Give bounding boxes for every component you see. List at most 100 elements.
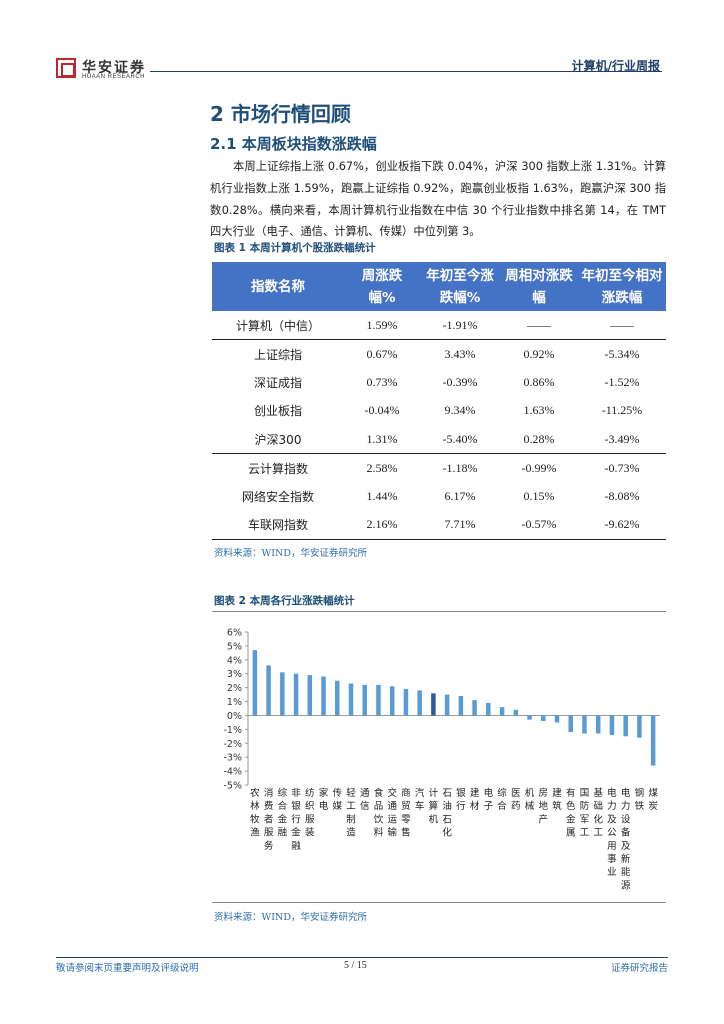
cell-ytd-relative: -11.25% [601, 403, 643, 418]
index-performance-table: 指数名称 周涨跌幅% 年初至今涨跌幅% 周相对涨跌幅 年初至今相对涨跌幅 计算机… [212, 262, 666, 540]
cell-weekly: 2.58% [366, 460, 398, 475]
bar [499, 707, 505, 716]
x-tick-label: 食品饮料 [374, 787, 384, 839]
table-title: 图表 1 本周计算机个股涨跌幅统计 [214, 242, 376, 254]
row-name: 沪深300 [212, 425, 344, 454]
bar [280, 672, 285, 716]
x-tick-label: 家电 [319, 787, 329, 812]
bar [623, 715, 628, 737]
x-tick-label: 有色金属 [566, 787, 576, 839]
cell-weekly-relative: -0.99% [521, 460, 557, 475]
col-header-ytd-relative: 年初至今相对涨跌幅 [578, 262, 666, 311]
cell-ytd: 7.71% [420, 510, 500, 540]
x-tick-label: 商贸零售 [401, 787, 411, 839]
logo-subtext: HUAAN RESEARCH [82, 74, 146, 80]
cell-ytd-relative: -1.52% [604, 374, 640, 389]
bar [458, 695, 464, 716]
bar [609, 715, 615, 735]
cell-weekly-relative: 1.63% [523, 403, 555, 418]
bar [568, 715, 573, 733]
y-tick-label: -5% [224, 781, 243, 792]
cell-weekly-relative: —— [500, 311, 578, 340]
footer-disclaimer: 敬请参阅末页重要声明及评级说明 [56, 963, 199, 974]
cell-ytd: -5.40% [420, 425, 500, 454]
bar [582, 715, 587, 734]
bar [376, 684, 381, 716]
table-row: 上证综指 0.67% 3.43% 0.92% -5.34% [212, 340, 666, 369]
y-tick-label: 0% [227, 711, 242, 722]
bar [541, 715, 546, 722]
x-tick-label: 电力及公用事业 [607, 787, 617, 878]
col-header-ytd: 年初至今涨跌幅% [420, 262, 500, 311]
bar [348, 683, 354, 716]
bar [362, 684, 367, 716]
x-tick-label: 综合金融 [278, 787, 288, 839]
x-tick-label: 电力设备及新能源 [621, 787, 631, 891]
chart-source: 资料来源：WIND，华安证券研究所 [214, 912, 367, 923]
y-tick-label: 1% [227, 697, 242, 708]
bar [307, 675, 313, 716]
x-tick-label: 煤炭 [648, 787, 658, 812]
cell-weekly: 1.31% [344, 425, 420, 454]
row-name: 上证综指 [253, 347, 302, 362]
x-tick-label: 房地产 [539, 787, 549, 825]
cell-weekly-relative: 0.28% [500, 425, 578, 454]
bar [595, 715, 601, 734]
x-tick-label: 电子 [484, 787, 494, 812]
x-tick-label: 汽车 [415, 787, 425, 812]
y-tick-label: 5% [227, 641, 242, 652]
bar [417, 690, 422, 716]
col-header-weekly-relative: 周相对涨跌幅 [500, 262, 578, 311]
x-tick-label: 传媒 [333, 787, 343, 812]
logo-text: 华安证券 [82, 60, 146, 76]
cell-weekly-relative: -0.57% [500, 510, 578, 540]
cell-weekly: -0.04% [364, 403, 400, 418]
bar [486, 702, 491, 716]
cell-weekly-relative: 0.15% [523, 488, 555, 503]
cell-weekly-relative: 0.86% [523, 374, 555, 389]
row-name: 云计算指数 [247, 461, 308, 476]
y-tick-label: 3% [227, 669, 242, 680]
x-tick-label: 综合 [497, 787, 507, 812]
x-tick-label: 石油石化 [442, 788, 452, 839]
bar [650, 715, 656, 766]
x-tick-label: 医药 [511, 788, 521, 812]
cell-ytd: -1.18% [442, 460, 478, 475]
row-name: 深证成指 [253, 375, 302, 390]
x-tick-label: 纺织服装 [305, 787, 315, 839]
industry-bar-chart: 6%5%4%3%2%1%0%-1%-2%-3%-4%-5%农林牧渔消费者服务综合… [224, 628, 660, 891]
cell-ytd: 3.43% [444, 346, 476, 361]
x-tick-label: 轻工制造 [346, 787, 356, 839]
x-tick-label: 计算机 [429, 787, 439, 825]
y-tick-label: -1% [224, 725, 243, 736]
logo-icon [56, 58, 76, 78]
bar [444, 694, 450, 716]
chart-title: 图表 2 本周各行业涨跌幅统计 [214, 595, 355, 607]
cell-ytd: 6.17% [444, 488, 476, 503]
footer-divider [56, 957, 668, 958]
row-name: 网络安全指数 [241, 489, 314, 504]
table-row: 深证成指 0.73% -0.39% 0.86% -1.52% [212, 368, 666, 397]
section-heading: 2 市场行情回顾 [210, 102, 351, 126]
page-number: 5 / 15 [344, 960, 367, 971]
col-header-weekly: 周涨跌幅% [344, 262, 420, 311]
row-name: 创业板指 [253, 404, 302, 419]
x-tick-label: 银行 [456, 787, 466, 812]
cell-ytd-relative: -0.73% [604, 460, 640, 475]
cell-weekly: 0.67% [366, 346, 398, 361]
row-name: 车联网指数 [212, 510, 344, 540]
row-name: 计算机（中信） [212, 311, 344, 340]
table-row: 沪深300 1.31% -5.40% 0.28% -3.49% [212, 425, 666, 454]
y-tick-label: 2% [227, 683, 242, 694]
bar [431, 693, 436, 716]
bar [335, 680, 340, 716]
table-row: 车联网指数 2.16% 7.71% -0.57% -9.62% [212, 510, 666, 540]
bar [403, 689, 409, 716]
bar [637, 715, 642, 738]
cell-ytd-relative: -8.08% [604, 488, 640, 503]
y-tick-label: -2% [224, 739, 243, 750]
cell-ytd: 9.34% [444, 403, 476, 418]
bar [252, 650, 258, 716]
x-tick-label: 非银行金融 [291, 787, 301, 852]
x-tick-label: 机械 [525, 787, 535, 812]
